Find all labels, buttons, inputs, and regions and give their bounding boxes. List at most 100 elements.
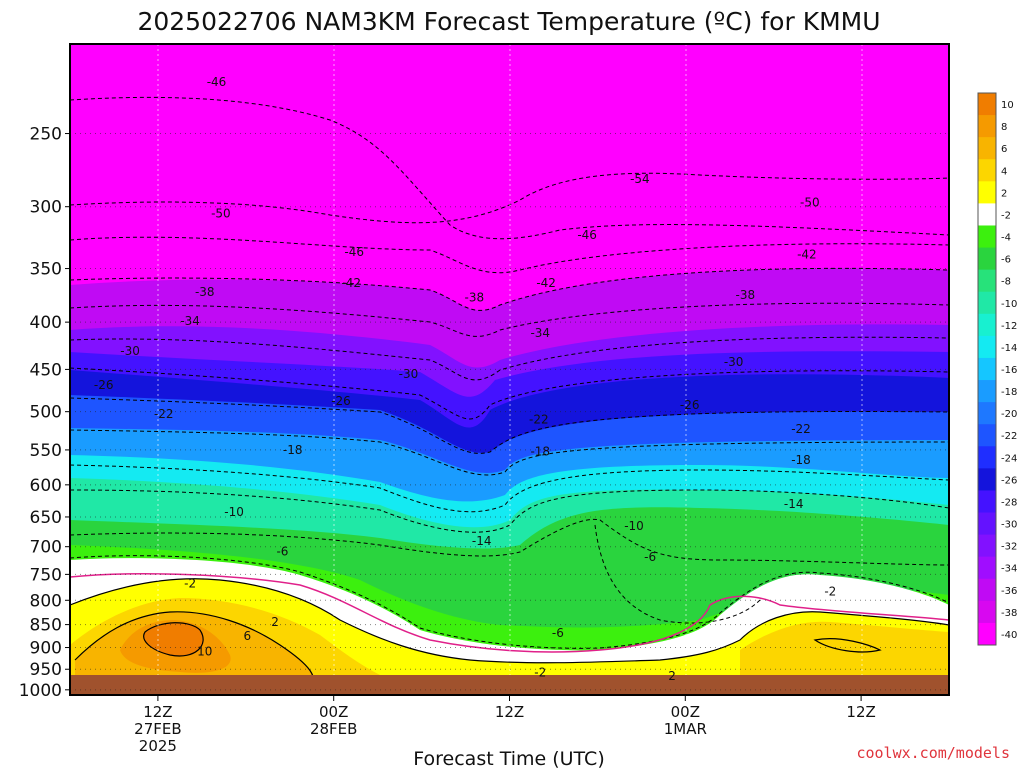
contour-label: 2 (271, 615, 279, 629)
colorbar-swatch (978, 380, 996, 403)
colorbar-swatch (978, 357, 996, 381)
y-axis: 250 300 350 400 450 500 550 600 650 700 750 800 850 9… (19, 125, 70, 701)
x-tick-label: 00Z (671, 703, 700, 721)
contour-label: -26 (680, 398, 700, 412)
colorbar-swatch (978, 490, 996, 514)
colorbar-swatch (978, 512, 996, 536)
colorbar-swatch (978, 181, 996, 204)
colorbar-label: -4 (1001, 233, 1011, 244)
contour-label: 2 (668, 669, 676, 683)
plot-area: -46-50-46-42-38-34-30-26-22-18-10-6-2261… (70, 44, 949, 695)
y-tick-label: 600 (30, 476, 62, 496)
credit-text: coolwx.com/models (856, 744, 1010, 762)
colorbar-label: -24 (1001, 453, 1017, 464)
colorbar-label: -16 (1001, 365, 1017, 376)
contour-label: -30 (724, 355, 744, 369)
colorbar-label: -2 (1001, 210, 1011, 221)
contour-plus-2 (70, 578, 949, 664)
contour-label: -6 (552, 626, 564, 640)
contour-label: -2 (534, 666, 546, 680)
colorbar-swatch (978, 556, 996, 580)
contour-label: -18 (283, 443, 303, 457)
contour-labels: -46-50-46-42-38-34-30-26-22-18-10-6-2261… (94, 75, 836, 683)
y-tick-label: 750 (30, 565, 62, 585)
contour-label: -6 (276, 544, 288, 558)
colorbar-label: 8 (1001, 122, 1007, 133)
y-tick-label: 400 (30, 313, 62, 333)
y-tick-label: 700 (30, 538, 62, 558)
x-tick-label: 12Z (143, 703, 172, 721)
colorbar-label: -34 (1001, 564, 1017, 575)
colorbar-frame (977, 92, 997, 646)
contour-minus-50 (70, 172, 949, 224)
contour-label: -10 (624, 519, 644, 533)
contour-label: -38 (736, 288, 756, 302)
colorbar-swatch (978, 600, 996, 624)
colorbar-swatch (978, 291, 996, 315)
y-tick-label: 250 (30, 125, 62, 145)
contour-label: -14 (472, 534, 492, 548)
x-axis-label: Forecast Time (UTC) (413, 748, 604, 768)
colorbar-swatch (978, 534, 996, 558)
colorbar-swatch (978, 159, 996, 182)
x-tick-label: 1MAR (664, 720, 707, 738)
contour-label: -26 (331, 394, 351, 408)
contour-minus-30 (70, 336, 949, 381)
colorbar-label: 2 (1001, 188, 1007, 199)
colorbar-swatch (978, 402, 996, 425)
contour-label: -2 (824, 585, 836, 599)
colorbar-swatch (978, 137, 996, 160)
contour-label: -22 (529, 413, 549, 427)
contour-minus-2 (70, 555, 949, 649)
contour-minus-14 (70, 464, 949, 513)
contour-minus-10 (70, 489, 949, 533)
colorbar-label: -14 (1001, 343, 1017, 354)
contour-label: -26 (94, 378, 114, 392)
colorbar-swatch (978, 468, 996, 491)
contour-plus-2-east (813, 638, 882, 653)
y-tick-label: 300 (30, 198, 62, 218)
colorbar-label: -38 (1001, 608, 1017, 619)
y-tick-label: 450 (30, 360, 62, 380)
colorbar-swatch (978, 115, 996, 138)
contour-label: -54 (630, 172, 650, 186)
contour-minus-26 (70, 367, 949, 420)
contour-minus-38 (70, 267, 949, 311)
contour-minus-22 (70, 397, 949, 454)
x-tick-label: 27FEB (134, 720, 181, 738)
y-tick-label: 800 (30, 591, 62, 611)
colorbar-label: -40 (1001, 630, 1017, 641)
contour-label: 10 (197, 645, 212, 659)
colorbar-swatch (978, 622, 996, 646)
contour-plus-6 (74, 611, 315, 691)
contour-minus-6 (70, 518, 949, 566)
band-temp-plus-10 (143, 622, 204, 656)
x-tick-label: 2025 (139, 737, 177, 755)
colorbar-label: 10 (1001, 100, 1014, 111)
x-tick-label: 00Z (319, 703, 348, 721)
contour-label: -2 (184, 576, 196, 590)
colorbar-label: -18 (1001, 387, 1017, 398)
colorbar-label: -32 (1001, 542, 1017, 553)
colorbar-swatch (978, 225, 996, 249)
contour-plus-10 (143, 622, 204, 657)
contour-label: -42 (341, 276, 361, 290)
contour-label: -50 (800, 196, 820, 210)
colorbar-label: -12 (1001, 321, 1017, 332)
contour-label: -22 (154, 407, 174, 421)
colorbar-label: 6 (1001, 144, 1007, 155)
contour-label: -42 (536, 276, 556, 290)
colorbar-swatch (978, 335, 996, 359)
vertical-gridlines (157, 44, 863, 675)
colorbar-label: -6 (1001, 255, 1011, 266)
contour-label: -18 (791, 453, 811, 467)
y-tick-label: 950 (30, 660, 62, 680)
colorbar-label: 4 (1001, 166, 1007, 177)
ground-surface (70, 675, 949, 695)
contour-minus-46 (70, 96, 949, 240)
contour-label: -30 (399, 367, 419, 381)
colorbar-swatch (978, 247, 996, 271)
contour-label: -14 (784, 497, 804, 511)
contour-label: -46 (577, 228, 597, 242)
colorbar-label: -30 (1001, 520, 1017, 531)
